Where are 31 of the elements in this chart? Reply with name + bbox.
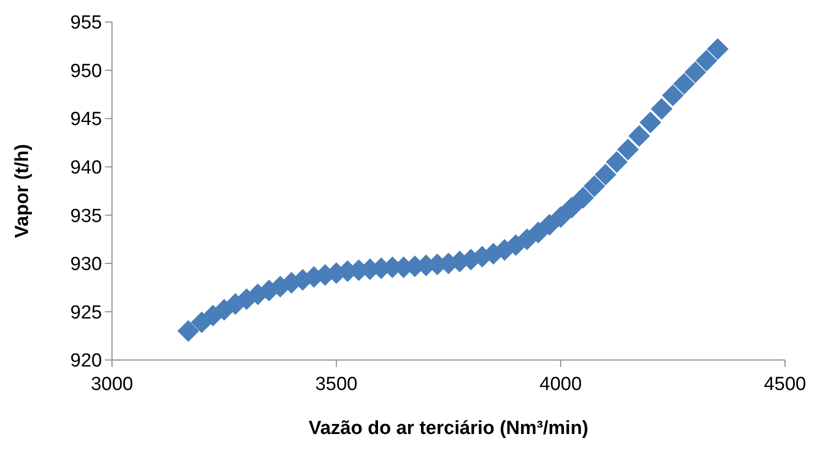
y-tick-label: 950 — [70, 60, 102, 82]
point — [538, 214, 560, 236]
point — [673, 72, 695, 95]
point — [706, 38, 729, 60]
x-axis-title: Vazão do ar terciário (Nm³/min) — [308, 418, 588, 439]
point — [662, 84, 684, 106]
point — [696, 50, 718, 72]
point — [650, 98, 672, 120]
y-tick-label: 940 — [70, 158, 102, 179]
point — [594, 164, 616, 186]
y-tick-label: 935 — [70, 206, 102, 227]
point — [684, 61, 706, 84]
y-tick-label: 925 — [70, 302, 102, 324]
x-tick-label: 3000 — [90, 374, 134, 395]
point — [617, 138, 639, 160]
point — [628, 125, 650, 147]
y-tick-label: 945 — [70, 109, 102, 130]
point — [583, 175, 606, 198]
y-tick-label: 955 — [70, 12, 102, 34]
point — [606, 151, 628, 173]
point — [177, 320, 200, 342]
y-tick-label: 920 — [70, 350, 102, 372]
x-tick-label: 4500 — [764, 374, 806, 395]
point — [640, 112, 662, 134]
point — [572, 186, 594, 209]
x-tick-label: 3500 — [315, 374, 358, 395]
y-axis-title: Vapor (t/h) — [12, 144, 33, 238]
point — [550, 206, 572, 228]
y-tick-label: 930 — [70, 254, 102, 276]
x-tick-label: 4000 — [540, 374, 582, 395]
point — [561, 196, 583, 218]
